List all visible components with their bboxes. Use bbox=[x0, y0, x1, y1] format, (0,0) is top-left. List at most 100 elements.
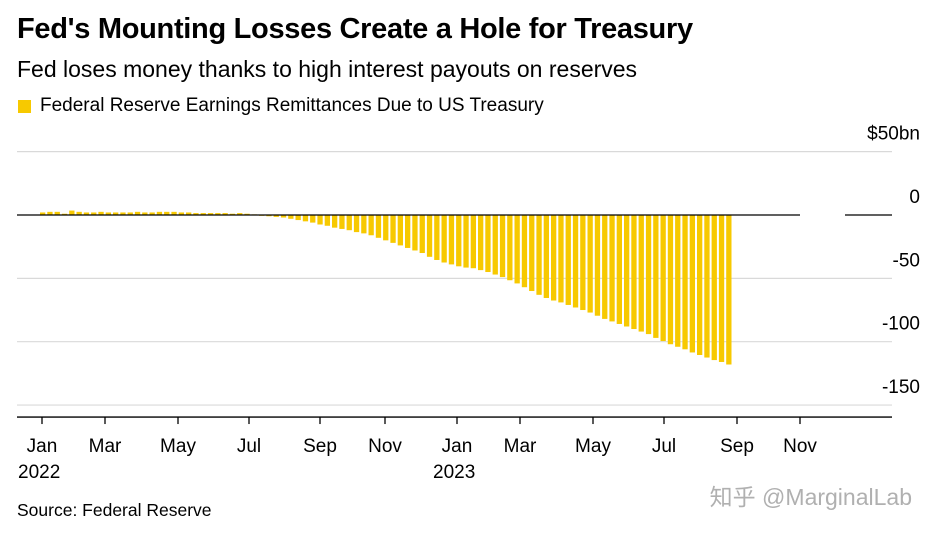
bar bbox=[178, 212, 184, 215]
bar bbox=[339, 215, 345, 229]
bar bbox=[405, 215, 411, 248]
bar bbox=[76, 211, 82, 215]
bar bbox=[156, 211, 163, 215]
bar bbox=[441, 215, 447, 263]
bar bbox=[594, 215, 601, 316]
bar bbox=[383, 215, 389, 241]
bar bbox=[624, 215, 630, 327]
bar bbox=[69, 210, 75, 215]
bar bbox=[587, 215, 593, 313]
bar bbox=[353, 215, 360, 233]
legend-label: Federal Reserve Earnings Remittances Due… bbox=[40, 95, 544, 116]
bar bbox=[536, 215, 542, 295]
bar bbox=[667, 215, 674, 345]
x-tick-label: Mar bbox=[504, 436, 537, 457]
bar bbox=[653, 215, 659, 338]
bar bbox=[718, 215, 725, 362]
bar bbox=[616, 215, 622, 324]
bar bbox=[295, 215, 301, 221]
bar bbox=[426, 215, 433, 257]
bar bbox=[149, 212, 155, 215]
bar bbox=[98, 211, 104, 215]
bar bbox=[631, 215, 637, 330]
bar bbox=[310, 215, 316, 223]
bar bbox=[346, 215, 352, 231]
bar bbox=[134, 211, 141, 215]
bar bbox=[105, 212, 111, 215]
bar bbox=[222, 213, 228, 215]
bar bbox=[492, 215, 498, 275]
bar bbox=[660, 215, 666, 342]
bar bbox=[609, 215, 615, 322]
bar bbox=[602, 215, 608, 319]
x-tick-label: Jul bbox=[652, 436, 676, 457]
bar bbox=[200, 213, 206, 215]
bar bbox=[127, 212, 133, 215]
bar bbox=[726, 215, 732, 365]
bar bbox=[375, 215, 382, 238]
bar bbox=[682, 215, 688, 350]
legend: Federal Reserve Earnings Remittances Due… bbox=[18, 95, 544, 117]
bar bbox=[645, 215, 652, 335]
bar bbox=[317, 215, 323, 225]
bar bbox=[215, 213, 221, 215]
bar bbox=[302, 215, 309, 222]
bar bbox=[507, 215, 513, 281]
watermark: 知乎 @MarginalLab bbox=[709, 484, 912, 510]
x-tick-label: Mar bbox=[89, 436, 122, 457]
bar bbox=[675, 215, 681, 347]
bar bbox=[419, 215, 425, 254]
bar bbox=[390, 215, 396, 243]
legend-swatch bbox=[18, 99, 31, 113]
bar bbox=[580, 215, 586, 311]
bar bbox=[397, 215, 403, 246]
bar bbox=[91, 212, 97, 215]
bar bbox=[83, 212, 90, 215]
bar bbox=[499, 215, 506, 278]
x-tick-label: May bbox=[160, 436, 196, 457]
bar bbox=[120, 212, 126, 215]
bar bbox=[711, 215, 717, 361]
bar bbox=[164, 211, 170, 215]
bar bbox=[368, 215, 374, 236]
bar bbox=[689, 215, 695, 353]
bar bbox=[521, 215, 528, 288]
bar bbox=[470, 215, 476, 269]
x-year-label: 2023 bbox=[433, 462, 475, 483]
bar bbox=[54, 211, 60, 215]
chart-subtitle: Fed loses money thanks to high interest … bbox=[17, 56, 638, 82]
bar bbox=[463, 215, 469, 268]
bar bbox=[448, 215, 455, 265]
bar bbox=[565, 215, 571, 305]
x-tick-label: Nov bbox=[368, 436, 402, 457]
x-tick-label: Nov bbox=[783, 436, 817, 457]
x-tick-label: Sep bbox=[720, 436, 754, 457]
bar bbox=[113, 212, 119, 215]
bar bbox=[514, 215, 520, 284]
bar bbox=[237, 213, 243, 215]
bar bbox=[47, 211, 53, 215]
x-tick-label: Jul bbox=[237, 436, 261, 457]
y-tick-label: -50 bbox=[893, 250, 920, 271]
y-tick-label: -150 bbox=[882, 377, 920, 398]
bar bbox=[638, 215, 644, 332]
bar bbox=[207, 213, 214, 215]
bar bbox=[332, 215, 338, 228]
bar bbox=[280, 215, 287, 218]
bar bbox=[478, 215, 484, 271]
bar bbox=[485, 215, 491, 273]
bar bbox=[412, 215, 418, 251]
bar bbox=[273, 215, 279, 217]
bar bbox=[324, 215, 330, 226]
bar bbox=[529, 215, 535, 292]
bar bbox=[551, 215, 557, 301]
bar bbox=[193, 213, 199, 215]
bar bbox=[40, 212, 46, 215]
bar bbox=[572, 215, 579, 308]
y-tick-label: $50bn bbox=[867, 124, 920, 145]
chart-title: Fed's Mounting Losses Create a Hole for … bbox=[17, 13, 693, 45]
bar bbox=[456, 215, 462, 267]
x-tick-label: Jan bbox=[27, 436, 58, 457]
bar bbox=[171, 211, 177, 215]
